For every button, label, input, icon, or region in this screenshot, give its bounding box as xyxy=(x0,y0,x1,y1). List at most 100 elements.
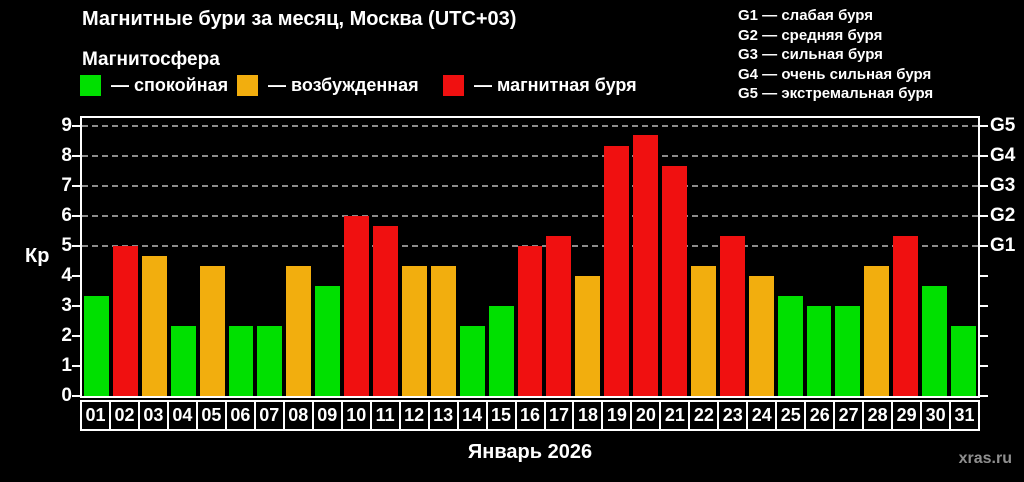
kp-bar-05 xyxy=(199,265,225,396)
kp-bar-01 xyxy=(84,295,109,396)
day-cell-19: 19 xyxy=(601,400,633,431)
kp-bar-08 xyxy=(286,265,312,396)
kp-bar-29 xyxy=(893,235,919,396)
day-cell-22: 22 xyxy=(688,400,720,431)
kp-tick-right-1 xyxy=(980,364,988,367)
watermark: xras.ru xyxy=(958,450,1012,467)
kp-tick-label-1: 1 xyxy=(61,354,72,376)
kp-bar-22 xyxy=(690,265,716,396)
kp-bar-18 xyxy=(575,275,601,396)
kp-bar-11 xyxy=(373,225,398,396)
kp-tick-label-8: 8 xyxy=(61,144,72,166)
kp-bar-27 xyxy=(835,305,861,396)
day-cell-08: 08 xyxy=(282,400,314,431)
kp-tick-right-0 xyxy=(980,395,988,397)
day-cell-09: 09 xyxy=(311,400,343,431)
kp-tick-left-7 xyxy=(72,184,80,187)
day-cell-02: 02 xyxy=(108,400,140,431)
storm-scale-legend: G1 — слабая буря G2 — средняя буря G3 — … xyxy=(738,6,933,104)
kp-tick-label-9: 9 xyxy=(61,114,72,136)
kp-bar-13 xyxy=(430,265,456,396)
day-cell-21: 21 xyxy=(659,400,691,431)
kp-bar-19 xyxy=(604,145,630,396)
legend-item-quiet: — спокойная xyxy=(80,75,228,96)
day-cell-16: 16 xyxy=(514,400,546,431)
kp-bar-28 xyxy=(864,265,890,396)
day-cell-28: 28 xyxy=(862,400,894,431)
g-scale-label-g4: G4 xyxy=(990,144,1016,166)
day-cell-26: 26 xyxy=(804,400,836,431)
kp-tick-left-0 xyxy=(72,395,80,397)
g-scale-label-g5: G5 xyxy=(990,114,1016,136)
kp-bar-15 xyxy=(488,305,514,396)
kp-bar-03 xyxy=(141,255,167,396)
kp-tick-right-5 xyxy=(980,244,988,247)
day-cell-06: 06 xyxy=(224,400,256,431)
legend-item-storm: — магнитная буря xyxy=(443,75,637,96)
kp-bar-09 xyxy=(315,285,341,396)
storm-color-swatch xyxy=(443,75,464,96)
day-cell-07: 07 xyxy=(253,400,285,431)
day-cell-20: 20 xyxy=(630,400,662,431)
g-scale-label-g3: G3 xyxy=(990,174,1016,196)
g-scale-label-g2: G2 xyxy=(990,204,1016,226)
kp-bar-14 xyxy=(459,325,485,396)
kp-tick-label-4: 4 xyxy=(61,264,72,286)
kp-bar-04 xyxy=(170,325,196,396)
kp-bar-23 xyxy=(719,235,745,396)
day-cell-14: 14 xyxy=(456,400,488,431)
kp-bar-26 xyxy=(806,305,832,396)
kp-tick-right-3 xyxy=(980,304,988,307)
kp-tick-left-1 xyxy=(72,364,80,367)
day-cell-10: 10 xyxy=(340,400,372,431)
kp-tick-left-9 xyxy=(72,124,80,127)
gridline-kp8 xyxy=(82,154,978,157)
day-cell-31: 31 xyxy=(949,400,981,431)
kp-tick-right-6 xyxy=(980,214,988,217)
storm-scale-g5: G5 — экстремальная буря xyxy=(738,85,934,102)
legend-label-storm: — магнитная буря xyxy=(474,75,637,95)
page-title: Магнитные бури за месяц, Москва (UTC+03) xyxy=(82,8,517,30)
kp-tick-left-8 xyxy=(72,154,80,157)
day-cell-27: 27 xyxy=(833,400,865,431)
kp-bar-20 xyxy=(633,135,659,396)
gridline-kp5 xyxy=(82,244,978,247)
quiet-color-swatch xyxy=(80,75,101,96)
gridline-kp6 xyxy=(82,214,978,217)
kp-bar-25 xyxy=(777,295,803,396)
day-cell-29: 29 xyxy=(891,400,923,431)
legend-label-quiet: — спокойная xyxy=(111,75,229,95)
kp-tick-left-5 xyxy=(72,244,80,247)
kp-tick-left-3 xyxy=(72,304,80,307)
kp-tick-label-3: 3 xyxy=(61,294,72,316)
day-cell-25: 25 xyxy=(775,400,807,431)
day-cell-23: 23 xyxy=(717,400,749,431)
kp-tick-right-2 xyxy=(980,334,988,337)
storm-scale-g1: G1 — слабая буря xyxy=(738,7,874,24)
kp-tick-left-4 xyxy=(72,274,80,277)
plot-area: 0 1 2 3 4 5 6 7 8 9 G1 G2 G3 G4 G5 xyxy=(61,115,1015,406)
day-cell-18: 18 xyxy=(572,400,604,431)
storm-scale-g4: G4 — очень сильная буря xyxy=(738,65,932,83)
kp-bar-21 xyxy=(662,165,687,396)
day-cell-04: 04 xyxy=(166,400,198,431)
legend-item-excited: — возбужденная xyxy=(237,75,419,96)
kp-tick-label-0: 0 xyxy=(61,385,72,406)
month-label: Январь 2026 xyxy=(467,441,593,463)
kp-tick-label-5: 5 xyxy=(61,234,72,256)
kp-tick-label-2: 2 xyxy=(61,324,72,346)
kp-tick-right-7 xyxy=(980,184,988,187)
kp-bar-16 xyxy=(517,245,543,396)
kp-tick-left-2 xyxy=(72,334,80,337)
kp-bar-31 xyxy=(951,325,976,396)
kp-bar-24 xyxy=(748,275,774,396)
y-axis-label: Кр xyxy=(25,245,50,267)
kp-tick-label-7: 7 xyxy=(61,174,72,196)
kp-bar-30 xyxy=(922,285,948,396)
magnetosphere-legend: — спокойная — возбужденная — магнитная б… xyxy=(80,75,720,98)
day-cell-05: 05 xyxy=(195,400,227,431)
kp-bar-07 xyxy=(257,325,283,396)
magnetosphere-subtitle: Магнитосфера xyxy=(82,49,220,70)
day-cell-03: 03 xyxy=(137,400,169,431)
